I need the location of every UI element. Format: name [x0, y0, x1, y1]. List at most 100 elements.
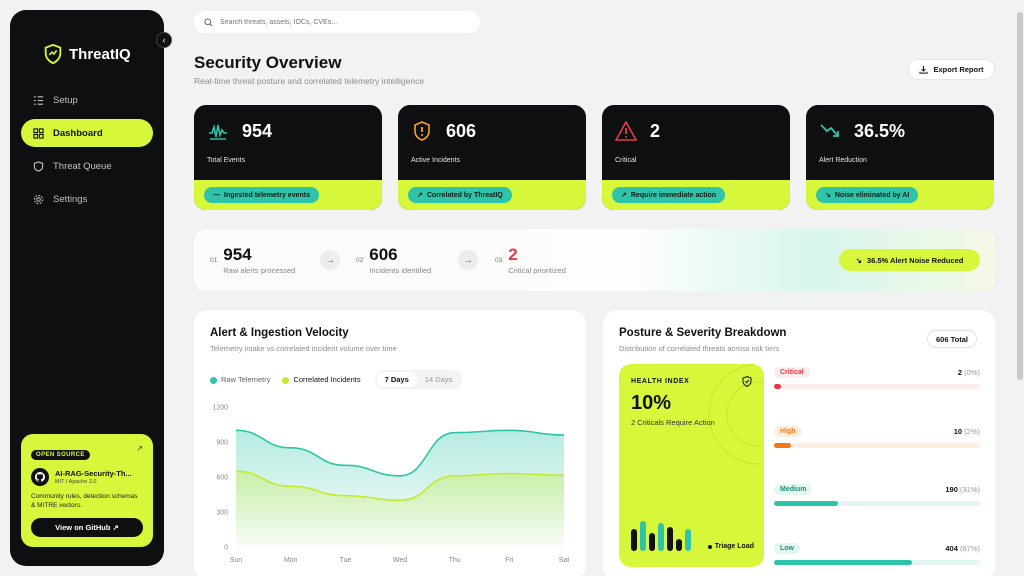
severity-row-low[interactable]: Low 404 (67%) [774, 543, 980, 565]
severity-pct: (67%) [959, 544, 980, 553]
stat-label: Critical [615, 157, 637, 164]
trend-down-small-icon: ↘ [825, 192, 831, 199]
x-tick-label: Sat [559, 557, 570, 564]
severity-count-value: 404 [945, 544, 958, 553]
decorative-rings [708, 364, 764, 465]
severity-fill [774, 560, 912, 565]
search-input[interactable] [220, 18, 460, 26]
export-report-button[interactable]: Export Report [908, 59, 995, 80]
health-index-card: HEALTH INDEX 10% 2 Criticals Require Act… [619, 364, 764, 567]
y-tick-label: 600 [216, 475, 228, 482]
repo-info: AI-RAG-Security-Th... MIT / Apache 2.0 [31, 468, 143, 486]
shield-icon [33, 160, 44, 172]
sidebar-item-dashboard[interactable]: Dashboard [21, 119, 153, 147]
y-tick-label: 0 [224, 545, 228, 552]
posture-subtitle: Distribution of correlated threats acros… [619, 344, 780, 353]
triage-load-bars [631, 521, 691, 551]
series-line[interactable] [235, 429, 565, 477]
legend-dot [210, 376, 217, 384]
stat-label: Active Incidents [411, 157, 461, 164]
y-tick-label: 300 [216, 510, 228, 517]
stat-card-alert-reduction[interactable]: 36.5% Alert Reduction ↘ Noise eliminated … [806, 105, 994, 210]
total-badge: 606 Total [927, 330, 977, 348]
severity-tag: Low [774, 543, 800, 554]
step-number: 01 [210, 257, 218, 264]
severity-tag: Critical [774, 367, 810, 378]
legend-dot [282, 376, 290, 384]
velocity-panel: Alert & Ingestion Velocity Telemetry int… [194, 310, 586, 576]
severity-count: 10 (2%) [954, 427, 980, 436]
view-on-github-button[interactable]: View on GitHub ↗ [31, 518, 143, 537]
series-line[interactable] [235, 470, 565, 502]
step-number: 02 [356, 257, 364, 264]
y-tick-label: 900 [216, 440, 228, 447]
health-label: HEALTH INDEX [631, 378, 690, 385]
stat-footer: ↗ Require immediate action [602, 180, 790, 210]
velocity-chart: 0 300 600 900 1200 Sun Mon Tue Wed Thu Fri Sat [212, 405, 570, 565]
legend-item-correlated[interactable]: Correlated Incidents [282, 375, 361, 384]
severity-row-high[interactable]: High 10 (2%) [774, 426, 980, 448]
severity-count-value: 2 [957, 368, 963, 377]
grid-icon [33, 127, 44, 139]
stat-pill: ↗ Correlated by ThreatIQ [408, 187, 512, 203]
severity-count: 190 (31%) [945, 485, 980, 494]
health-subtitle: 2 Criticals Require Action [631, 418, 715, 427]
x-tick-label: Thu [449, 557, 461, 564]
sidebar: ThreatIQ Setup Dashboard Threat Queue Se… [10, 10, 164, 566]
scrollbar-thumb[interactable] [1017, 12, 1023, 380]
stat-pill-label: Require immediate action [630, 191, 717, 199]
stat-card-active-incidents[interactable]: 606 Active Incidents ↗ Correlated by Thre… [398, 105, 586, 210]
sidebar-item-settings[interactable]: Settings [21, 185, 153, 213]
page-scrollbar[interactable] [1016, 0, 1024, 576]
pipeline-step: 01 954 Raw alerts processed [210, 245, 295, 275]
severity-tag: High [774, 426, 802, 437]
open-source-card: OPEN SOURCE ↗ AI-RAG-Security-Th... MIT … [21, 434, 153, 547]
stat-footer: ↗ Correlated by ThreatIQ [398, 180, 586, 210]
chevron-left-icon: ‹ [162, 35, 166, 45]
x-tick-label: Wed [393, 557, 407, 564]
severity-count-value: 10 [953, 427, 963, 436]
external-link-icon[interactable]: ↗ [136, 444, 143, 453]
severity-row-critical[interactable]: Critical 2 (0%) [774, 367, 980, 389]
stat-label: Alert Reduction [819, 157, 867, 164]
sidebar-item-label: Dashboard [53, 127, 103, 139]
repo-name[interactable]: AI-RAG-Security-Th... [55, 469, 132, 478]
range-7-days[interactable]: 7 Days [376, 372, 417, 387]
app-logo[interactable]: ThreatIQ [42, 43, 131, 65]
x-tick-label: Mon [284, 557, 298, 564]
dash-icon: — [213, 191, 220, 199]
severity-tag: Medium [774, 484, 813, 495]
severity-count: 404 (67%) [945, 544, 980, 553]
stat-pill-label: Correlated by ThreatIQ [426, 191, 503, 199]
y-tick-label: 1200 [212, 405, 228, 412]
legend-label: Raw Telemetry [221, 375, 271, 384]
repo-license: MIT / Apache 2.0 [55, 479, 97, 485]
range-toggle: 7 Days 14 Days [374, 370, 463, 389]
stat-value: 36.5% [854, 121, 906, 141]
stat-card-critical[interactable]: 2 Critical ↗ Require immediate action [602, 105, 790, 210]
sidebar-item-threat-queue[interactable]: Threat Queue [21, 152, 153, 180]
velocity-subtitle: Telemetry intake vs correlated incident … [210, 344, 397, 353]
stat-card-total-events[interactable]: 954 Total Events — Ingested telemetry eve… [194, 105, 382, 210]
stat-pill: ↗ Require immediate action [612, 187, 726, 203]
severity-row-medium[interactable]: Medium 190 (31%) [774, 484, 980, 506]
severity-pct: (2%) [964, 427, 980, 436]
search-bar[interactable] [194, 11, 480, 33]
posture-title: Posture & Severity Breakdown [619, 327, 787, 339]
collapse-sidebar-button[interactable]: ‹ [156, 32, 172, 48]
sidebar-item-setup[interactable]: Setup [21, 86, 153, 114]
arrow-right-icon: → [320, 250, 340, 270]
sidebar-item-label: Settings [53, 193, 88, 205]
step-desc: Critical prioritized [508, 266, 566, 275]
gear-icon [33, 194, 44, 204]
x-tick-label: Tue [339, 557, 351, 564]
legend-item-raw[interactable]: Raw Telemetry [210, 375, 270, 384]
load-bar [685, 529, 691, 551]
stat-label: Total Events [207, 157, 246, 164]
pipeline-step: 03 2 Critical prioritized [495, 245, 566, 275]
range-14-days[interactable]: 14 Days [424, 375, 453, 384]
stat-value: 2 [650, 121, 661, 141]
severity-count: 2 (0%) [958, 368, 980, 377]
load-bar [631, 529, 637, 551]
severity-track [774, 501, 980, 506]
